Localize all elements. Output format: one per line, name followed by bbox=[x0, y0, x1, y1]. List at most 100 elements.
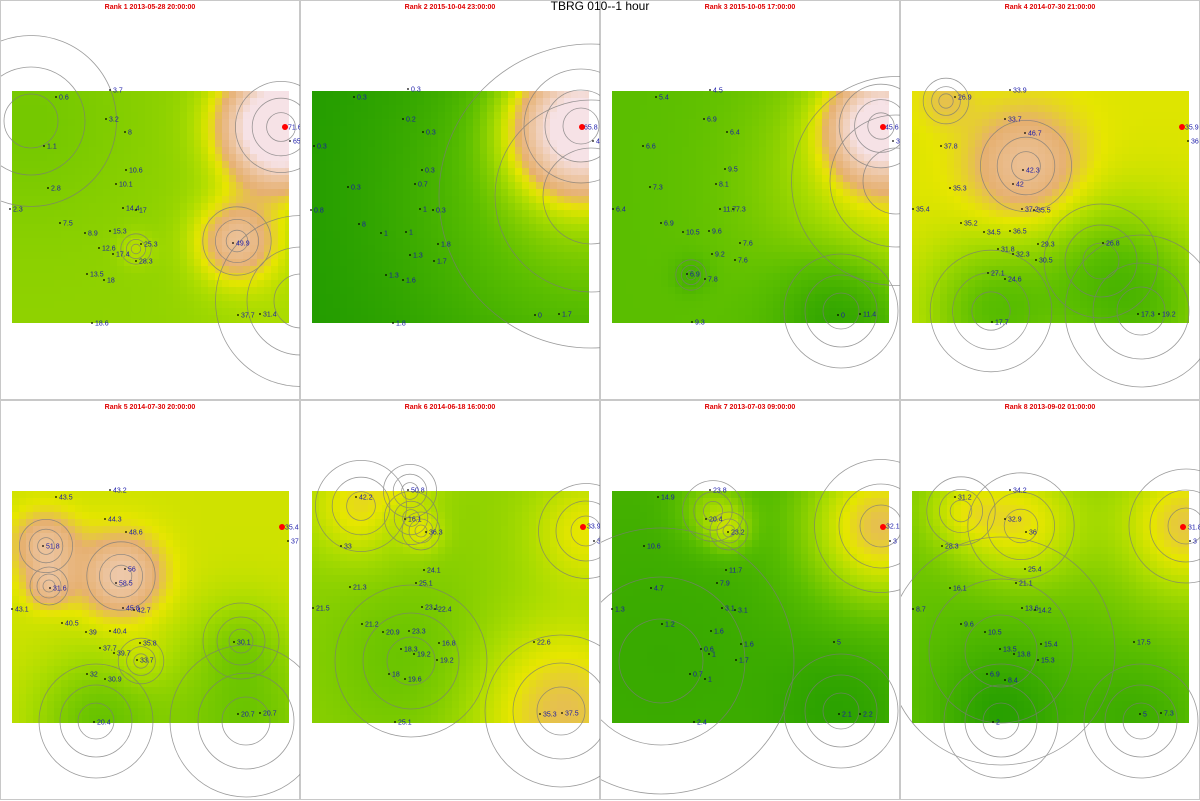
station-dot bbox=[122, 607, 124, 609]
station-dot bbox=[593, 540, 595, 542]
station-value-label: 43.5 bbox=[59, 495, 73, 502]
station-dot bbox=[432, 209, 434, 211]
station-dot bbox=[987, 272, 989, 274]
station-dot bbox=[539, 713, 541, 715]
station-dot bbox=[991, 321, 993, 323]
station-dot bbox=[715, 183, 717, 185]
station-labels: 0.6 3.7 3.2 8 1.1 10.6 10.1 2.8 2.3 14.4 17 7.5 8.9 1… bbox=[9, 88, 301, 328]
station-dot bbox=[1189, 540, 1191, 542]
station-value-label: 32.9 bbox=[1008, 517, 1022, 524]
station-value-label: 3.7 bbox=[113, 88, 123, 95]
station-dot bbox=[558, 313, 560, 315]
station-dot bbox=[721, 607, 723, 609]
station-value-label: 20.4 bbox=[97, 720, 111, 727]
map-panel: 0.6 3.7 3.2 8 1.1 10.6 10.1 2.8 2.3 14.4 17 7.5 8.9 1… bbox=[0, 0, 301, 400]
station-dot bbox=[1004, 679, 1006, 681]
station-labels: 14.923.820.423.210.611.77.94.71.3 3.1 3.11… bbox=[611, 488, 900, 727]
station-dot bbox=[361, 623, 363, 625]
station-value-label: 9.2 bbox=[715, 252, 725, 259]
station-value-label: 17.3 bbox=[1141, 312, 1155, 319]
station-value-label: 0.6 bbox=[59, 95, 69, 102]
panel-title: Rank 3 2015-10-05 17:00:00 bbox=[704, 4, 796, 11]
station-value-label: 35.8 bbox=[143, 641, 157, 648]
station-dot bbox=[421, 606, 423, 608]
station-dot bbox=[91, 322, 93, 324]
station-value-label: 1.6 bbox=[744, 642, 754, 649]
station-value-label: 10.5 bbox=[988, 630, 1002, 637]
station-dot bbox=[422, 131, 424, 133]
station-value-label: 25.4 bbox=[1028, 567, 1042, 574]
field-surface bbox=[912, 91, 1189, 323]
station-dot bbox=[122, 207, 124, 209]
station-dot bbox=[984, 631, 986, 633]
station-dot bbox=[724, 168, 726, 170]
station-dot bbox=[1013, 653, 1015, 655]
peak-marker bbox=[1180, 524, 1186, 530]
station-value-label: 33 bbox=[344, 544, 352, 551]
station-value-label: 28.3 bbox=[945, 544, 959, 551]
station-value-label: 56 bbox=[128, 567, 136, 574]
station-dot bbox=[312, 607, 314, 609]
field-surface bbox=[312, 91, 589, 323]
station-value-label: 1.8 bbox=[396, 321, 406, 328]
station-value-label: 14.4 bbox=[126, 206, 140, 213]
station-labels: 31.2 34.2 32.9 36 28.3 25.4 21.1 16.1 8.7 13.6 14.… bbox=[912, 488, 1200, 727]
station-value-label: 9.5 bbox=[728, 167, 738, 174]
station-value-label: 30.9 bbox=[108, 677, 122, 684]
station-value-label: 8 bbox=[128, 130, 132, 137]
station-value-label: 3 bbox=[893, 539, 897, 546]
station-dot bbox=[705, 518, 707, 520]
figure-title: TBRG 010--1 hour bbox=[550, 0, 650, 13]
map-panel: 0.3 0.3 0.2 0.3 0.3 0.3 0.7 0.3 0.8 1 0.3 8 1 1 1.8 1.3… bbox=[300, 0, 601, 400]
station-value-label: 5.4 bbox=[659, 95, 669, 102]
station-dot bbox=[414, 183, 416, 185]
station-dot bbox=[734, 259, 736, 261]
station-dot bbox=[43, 145, 45, 147]
station-value-label: 13.8 bbox=[1017, 652, 1031, 659]
station-value-label: 39 bbox=[89, 630, 97, 637]
station-dot bbox=[55, 96, 57, 98]
station-dot bbox=[105, 118, 107, 120]
station-value-label: 36.5 bbox=[1013, 229, 1027, 236]
peak-marker bbox=[282, 124, 288, 130]
peak-marker bbox=[1179, 124, 1185, 130]
station-value-label: 1.3 bbox=[413, 253, 423, 260]
station-dot bbox=[113, 652, 115, 654]
map-panel: 42.2 50.8 16.1 36.3 33 33.9 3 24.1 25.1 21.3 21.5 2… bbox=[300, 400, 601, 800]
station-value-label: 33.9 bbox=[1013, 88, 1027, 95]
station-dot bbox=[133, 609, 135, 611]
panel-map-svg: 5.44.56.96.46.69.58.17.36.4 11.7 7.36.910.… bbox=[612, 76, 901, 369]
station-value-label: 0.3 bbox=[436, 208, 446, 215]
station-dot bbox=[949, 187, 951, 189]
station-dot bbox=[1158, 313, 1160, 315]
station-value-label: 20.7 bbox=[263, 711, 277, 718]
station-value-label: 30.5 bbox=[1039, 258, 1053, 265]
station-value-label: 9.3 bbox=[695, 320, 705, 327]
station-dot bbox=[711, 253, 713, 255]
station-dot bbox=[103, 279, 105, 281]
station-dot bbox=[655, 96, 657, 98]
station-value-label: 10.6 bbox=[647, 544, 661, 551]
station-value-label: 11.7 bbox=[723, 207, 736, 214]
station-dot bbox=[1035, 259, 1037, 261]
station-value-label: 7.3 bbox=[736, 207, 746, 214]
station-value-label: 1.6 bbox=[406, 278, 416, 285]
station-value-label: 42.3 bbox=[1026, 168, 1040, 175]
station-value-label: 9.6 bbox=[964, 622, 974, 629]
station-value-label: 1 bbox=[409, 230, 413, 237]
station-dot bbox=[104, 518, 106, 520]
map-panel: 5.4 4.5 6.9 6.4 6.6 9.5 8.1 7.3 6.4 11.7 7.3 6.9 10.… bbox=[600, 0, 901, 400]
station-dot bbox=[287, 540, 289, 542]
station-value-label: 0.3 bbox=[317, 144, 327, 151]
station-value-label: 8.7 bbox=[916, 607, 926, 614]
station-value-label: 31.8 bbox=[1188, 525, 1200, 532]
station-value-label: 36.3 bbox=[429, 530, 443, 537]
station-value-label: 21.5 bbox=[316, 606, 330, 613]
station-value-label: 6.9 bbox=[664, 221, 674, 228]
station-value-label: 0.3 bbox=[411, 87, 421, 94]
field-surface bbox=[612, 491, 889, 723]
station-value-label: 65.8 bbox=[584, 125, 598, 132]
panel-title: Rank 6 2014-06-18 16:00:00 bbox=[404, 404, 496, 411]
station-dot bbox=[349, 586, 351, 588]
